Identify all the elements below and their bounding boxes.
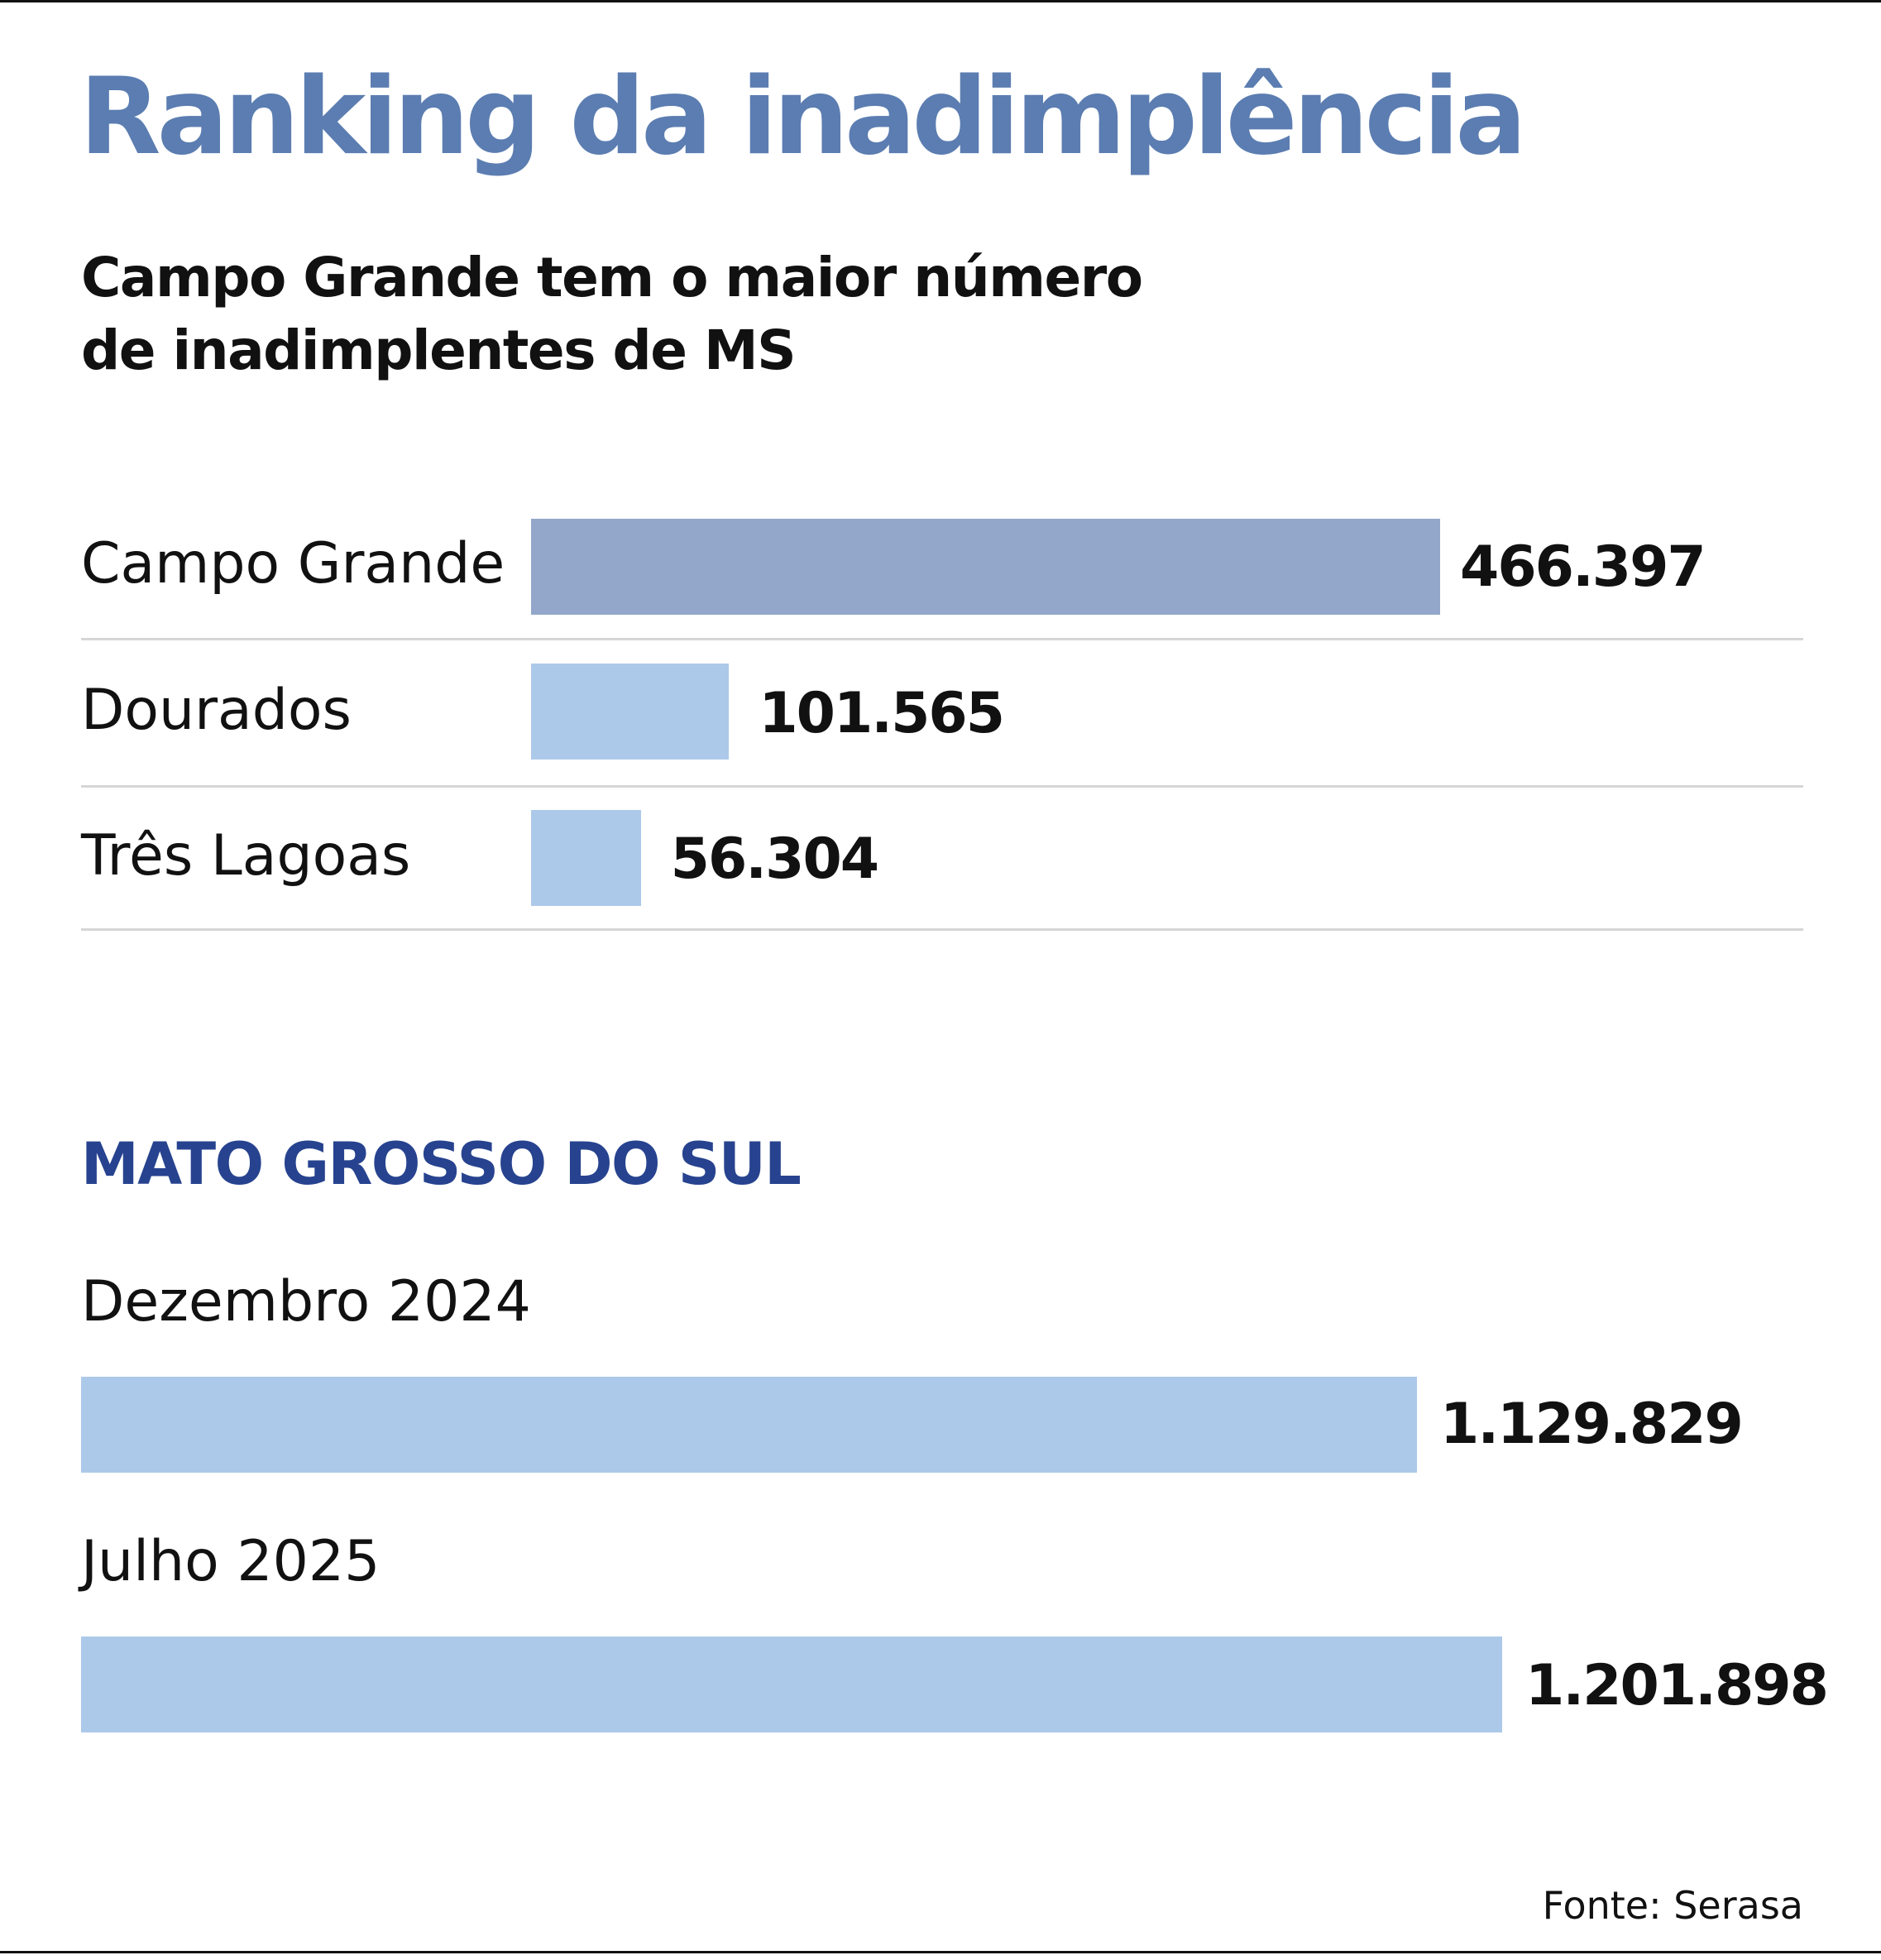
row-divider <box>81 928 1803 931</box>
value-label-tres-lagoas: 56.304 <box>670 827 879 892</box>
value-label-dezembro-2024: 1.129.829 <box>1440 1392 1744 1457</box>
bar-tres-lagoas <box>531 810 641 906</box>
row-divider <box>81 638 1803 640</box>
top-rule <box>0 0 1881 2</box>
row-divider <box>81 785 1803 788</box>
section-title: MATO GROSSO DO SUL <box>81 1130 802 1198</box>
bar-dezembro-2024 <box>81 1377 1417 1473</box>
subtitle-line-2: de inadimplentes de MS <box>81 319 797 382</box>
bottom-rule <box>0 1951 1881 1953</box>
subtitle-line-1: Campo Grande tem o maior número <box>81 246 1143 309</box>
chart-subtitle: Campo Grande tem o maior número de inadi… <box>81 242 1143 387</box>
value-label-campo-grande: 466.397 <box>1460 534 1706 600</box>
bar-dourados <box>531 664 730 760</box>
category-label-dourados: Dourados <box>81 678 352 743</box>
chart-title: Ranking da inadimplência <box>79 55 1527 179</box>
period-label-julho-2025: Julho 2025 <box>81 1529 381 1594</box>
source-note: Fonte: Serasa <box>1542 1883 1803 1928</box>
category-label-campo-grande: Campo Grande <box>81 531 505 597</box>
bar-julho-2025 <box>81 1637 1503 1732</box>
period-label-dezembro-2024: Dezembro 2024 <box>81 1269 531 1335</box>
category-label-tres-lagoas: Três Lagoas <box>81 823 411 889</box>
value-label-dourados: 101.565 <box>759 681 1005 746</box>
value-label-julho-2025: 1.201.898 <box>1525 1653 1829 1718</box>
bar-campo-grande <box>531 519 1440 615</box>
